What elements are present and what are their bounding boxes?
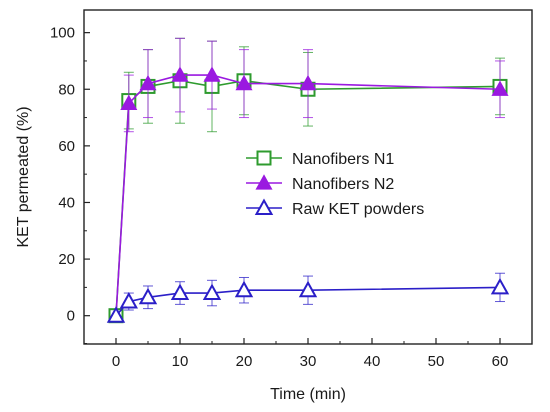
y-tick-label: 0 [67, 308, 75, 325]
data-point [202, 283, 222, 301]
x-tick-label: 0 [112, 353, 120, 370]
data-point [298, 280, 318, 298]
x-axis-title: Time (min) [270, 386, 346, 403]
series-line [115, 74, 501, 316]
legend-marker [255, 174, 273, 190]
y-tick-label: 20 [58, 251, 75, 268]
legend-item: Nanofibers N2 [246, 174, 394, 193]
x-tick-label: 60 [492, 353, 509, 370]
data-point [490, 277, 510, 295]
data-point [203, 66, 221, 82]
legend-marker [254, 198, 274, 215]
x-tick-label: 20 [236, 353, 253, 370]
data-point [171, 66, 189, 82]
data-point [299, 74, 317, 91]
series-2 [107, 37, 509, 323]
data-point [234, 280, 254, 298]
data-point [235, 74, 253, 91]
y-tick-label: 100 [50, 25, 75, 42]
data-point [119, 291, 138, 309]
data-point [170, 283, 190, 301]
legend-label: Nanofibers N2 [292, 176, 394, 193]
data-point [120, 94, 138, 111]
legend-item: Raw KET powders [246, 198, 424, 218]
axis-ticks: 0 10 20 30 40 50 60 0 20 40 60 80 100 [50, 25, 508, 370]
y-tick-label: 80 [58, 81, 75, 98]
x-tick-label: 10 [172, 353, 189, 370]
data-point [139, 74, 157, 91]
legend: Nanofibers N1 Nanofibers N2 Raw KET powder… [246, 150, 424, 218]
x-tick-label: 30 [300, 353, 317, 370]
series-layer [106, 37, 510, 324]
x-tick-label: 50 [428, 353, 445, 370]
data-point [106, 306, 126, 323]
legend-item: Nanofibers N1 [246, 150, 394, 168]
data-point [138, 287, 158, 305]
legend-label: Nanofibers N1 [292, 151, 394, 168]
series-3 [106, 272, 510, 323]
x-tick-label: 40 [364, 353, 381, 370]
y-axis-title: KET permeated (%) [15, 106, 32, 247]
y-tick-label: 60 [58, 138, 75, 155]
data-point [491, 80, 509, 96]
legend-marker [256, 150, 272, 166]
y-tick-label: 40 [58, 194, 75, 211]
legend-label: Raw KET powders [292, 201, 424, 218]
